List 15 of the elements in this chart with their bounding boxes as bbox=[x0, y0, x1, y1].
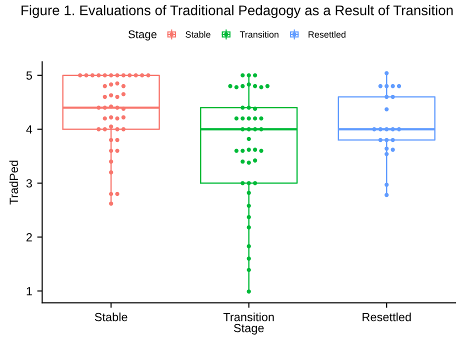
legend-title: Stage bbox=[128, 30, 157, 40]
x-tick-label: Stable bbox=[94, 312, 128, 322]
y-tick-label: 3 bbox=[26, 179, 32, 188]
legend-label: Resettled bbox=[308, 31, 346, 38]
x-tick-label: Transition bbox=[223, 312, 274, 322]
y-axis-title: TradPed bbox=[9, 160, 18, 204]
legend-label: Transition bbox=[240, 31, 278, 38]
legend-label: Stable bbox=[186, 31, 210, 38]
y-tick-label: 1 bbox=[26, 287, 32, 296]
y-tick-label: 2 bbox=[26, 233, 32, 242]
y-tick-label: 4 bbox=[26, 125, 32, 134]
y-tick-label: 5 bbox=[26, 71, 32, 80]
chart-title: Figure 1. Evaluations of Traditional Pedagogy as a Result of Transition bbox=[22, 5, 453, 18]
x-axis-title: Stage bbox=[234, 324, 264, 335]
x-tick-label: Resettled bbox=[362, 312, 411, 322]
